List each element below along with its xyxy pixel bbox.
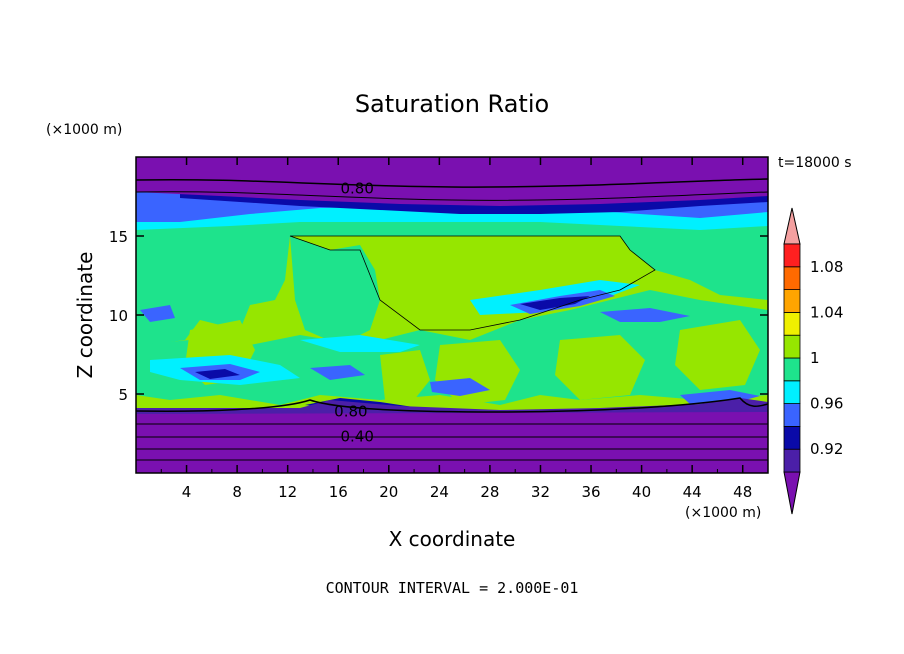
- colorbar-tick-label: 0.92: [810, 440, 843, 458]
- x-tick-label: 32: [531, 483, 550, 501]
- colorbar-swatch: [783, 448, 801, 473]
- dark-blue-streak-2: [195, 369, 240, 379]
- y-unit-label: (×1000 m): [46, 122, 122, 138]
- colorbar-under-arrow: [783, 471, 801, 515]
- contour-line-top-080: [135, 178, 769, 188]
- dark-blue-streak-1: [520, 296, 590, 310]
- colorbar-over-arrow: [783, 207, 801, 245]
- contour-label: 0.40: [340, 428, 373, 446]
- colorbar-swatch: [783, 425, 801, 450]
- y-tick-label: 5: [118, 386, 128, 404]
- x-tick-label: 28: [480, 483, 499, 501]
- colorbar-swatch: [783, 289, 801, 313]
- colorbar-tick-label: 0.96: [810, 395, 843, 413]
- contour-label: 0.80: [334, 402, 367, 420]
- x-tick-label: 44: [683, 483, 702, 501]
- y-axis-label: Z coordinate: [73, 252, 97, 379]
- blue-streak-5: [600, 308, 690, 322]
- x-axis-ticks: 4 8 12 16 20 24 28 32 36 40 44 48: [160, 157, 752, 501]
- time-label: t=18000 s: [778, 155, 852, 171]
- blue-streak-6: [140, 305, 175, 322]
- x-tick-label: 16: [329, 483, 348, 501]
- moist-region-right: [620, 236, 768, 300]
- cyan-streak-3: [300, 335, 420, 352]
- chart-title: Saturation Ratio: [355, 90, 549, 118]
- colorbar-swatch: [783, 243, 801, 268]
- x-tick-label: 4: [182, 483, 192, 501]
- y-tick-label: 15: [109, 228, 128, 246]
- colorbar-swatch: [783, 357, 801, 382]
- x-tick-label: 8: [232, 483, 242, 501]
- green-cell-5: [380, 350, 430, 405]
- colorbar-swatch: [783, 266, 801, 290]
- contour-line-bottom-080: [135, 397, 769, 413]
- top-dry-band: [136, 157, 768, 206]
- x-unit-label: (×1000 m): [685, 505, 761, 521]
- x-axis-label: X coordinate: [389, 527, 516, 551]
- moist-region-mid: [290, 236, 380, 345]
- colorbar-tick-label: 1.08: [810, 258, 843, 276]
- y-axis-ticks: 5 10 15: [109, 228, 768, 404]
- contour-interval-label: CONTOUR INTERVAL = 2.000E-01: [326, 579, 579, 597]
- moist-region-left: [136, 236, 290, 360]
- green-cell-4: [675, 320, 760, 390]
- x-tick-label: 48: [733, 483, 752, 501]
- colorbar-swatch: [783, 311, 801, 336]
- x-tick-label: 40: [632, 483, 651, 501]
- colorbar-swatch: [783, 380, 801, 404]
- blue-streak-4: [310, 365, 365, 380]
- contour-line-top-2: [135, 191, 769, 201]
- y-tick-label: 10: [109, 307, 128, 325]
- colorbar-swatch: [783, 334, 801, 359]
- blue-streak-3: [430, 378, 490, 396]
- x-tick-label: 24: [430, 483, 449, 501]
- x-tick-label: 12: [278, 483, 297, 501]
- colorbar: 1.08 1.04 1 0.96 0.92: [783, 207, 843, 515]
- contour-label: 0.80: [340, 180, 373, 198]
- green-cell-3: [555, 335, 645, 400]
- contour-labels: 0.80 0.80 0.40: [334, 180, 374, 446]
- cloud-outline: [289, 235, 656, 331]
- x-tick-label: 20: [379, 483, 398, 501]
- colorbar-tick-label: 1: [810, 349, 820, 367]
- x-tick-label: 36: [581, 483, 600, 501]
- colorbar-tick-label: 1.04: [810, 303, 843, 321]
- plot-area: 0.800.800.40 4 8 12 16 20 24 28 32 36 40 44 48 5101…: [109, 156, 769, 501]
- colorbar-swatch: [783, 403, 801, 427]
